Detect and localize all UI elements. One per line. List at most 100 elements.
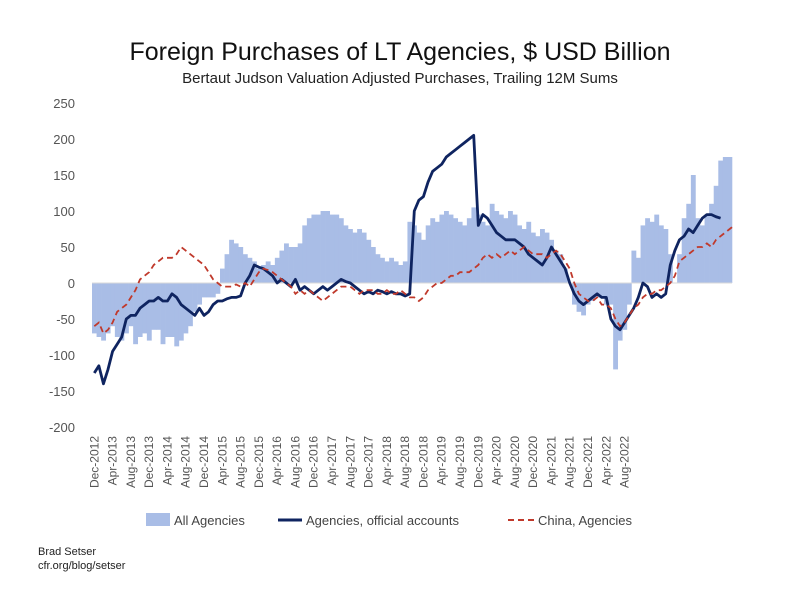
bar (590, 283, 596, 301)
x-tick-label: Aug-2020 (508, 436, 522, 488)
bar (146, 283, 152, 341)
y-tick-label: -50 (56, 312, 75, 327)
bar (448, 214, 454, 283)
bar (160, 283, 166, 345)
bar (508, 211, 513, 283)
bar (558, 254, 564, 283)
bar (220, 268, 225, 283)
x-tick-label: Aug-2022 (618, 436, 632, 488)
bar (252, 261, 257, 283)
x-tick-label: Dec-2016 (307, 436, 321, 488)
x-tick-label: Dec-2015 (252, 436, 266, 488)
bar (343, 225, 349, 283)
bar (156, 283, 161, 330)
bar (540, 229, 545, 283)
bar (462, 225, 468, 283)
legend-label-china-agencies: China, Agencies (538, 513, 632, 528)
bar (279, 250, 285, 283)
bar (626, 283, 632, 305)
bar (316, 214, 321, 283)
bar (439, 214, 445, 283)
bar (562, 268, 568, 283)
bar (169, 283, 175, 337)
bar (453, 218, 459, 283)
bar (512, 214, 518, 283)
bar (178, 283, 184, 341)
x-tick-label: Apr-2021 (544, 436, 558, 486)
y-tick-label: 150 (53, 168, 75, 183)
bar (466, 218, 472, 283)
bar (215, 283, 221, 294)
bar (124, 283, 129, 334)
bar (110, 283, 116, 327)
bar (485, 225, 491, 283)
bar (471, 207, 477, 283)
bar (375, 254, 381, 283)
bar (229, 239, 235, 283)
bar (101, 283, 107, 341)
bar (722, 157, 728, 283)
bar (704, 214, 710, 283)
x-tick-label: Apr-2017 (325, 436, 339, 486)
credit-url: cfr.org/blog/setser (38, 560, 126, 572)
x-tick-label: Apr-2013 (106, 436, 120, 486)
bar (645, 218, 651, 283)
x-tick-label: Aug-2016 (288, 436, 302, 488)
bar (658, 225, 664, 283)
bar (585, 283, 591, 305)
x-tick-label: Apr-2014 (160, 436, 174, 486)
bar (201, 283, 207, 298)
x-tick-label: Apr-2016 (270, 436, 284, 486)
bar (649, 221, 655, 283)
bar (535, 236, 541, 283)
bar (677, 254, 683, 283)
bar (370, 247, 376, 283)
bar (238, 247, 244, 283)
bar (727, 157, 733, 283)
chart-subtitle: Bertaut Judson Valuation Adjusted Purcha… (182, 70, 618, 87)
bar (412, 225, 417, 283)
bar (581, 283, 587, 316)
line-series-china-agencies (93, 224, 735, 335)
y-axis: 250 200 150 100 50 0 -50 -100 -150 -200 (49, 96, 75, 435)
x-tick-label: Apr-2018 (380, 436, 394, 486)
bar (681, 218, 687, 283)
bar (498, 214, 504, 283)
bar (96, 283, 102, 337)
bar (224, 254, 230, 283)
bar (402, 261, 408, 283)
bar (348, 229, 353, 283)
bar (174, 283, 180, 347)
bar (297, 243, 303, 283)
bar (380, 257, 385, 283)
bar (366, 239, 372, 283)
bar (384, 261, 390, 283)
bar (686, 203, 692, 283)
bar (690, 175, 696, 283)
bar (430, 218, 436, 283)
bar (256, 268, 262, 283)
bar (476, 214, 481, 283)
legend-label-official-accounts: Agencies, official accounts (306, 513, 459, 528)
x-tick-label: Aug-2017 (343, 436, 357, 488)
bar (631, 250, 637, 283)
bar (165, 283, 171, 337)
bar (434, 221, 440, 283)
bar (576, 283, 582, 312)
x-tick-label: Apr-2019 (435, 436, 449, 486)
bar (197, 283, 203, 305)
bar (352, 232, 358, 283)
bar (361, 232, 367, 283)
bar (718, 160, 724, 283)
bar (357, 229, 363, 283)
x-tick-label: Aug-2013 (124, 436, 138, 488)
bar (709, 203, 715, 283)
bar (247, 257, 253, 283)
line-series-official-accounts (93, 134, 721, 386)
bar (695, 218, 701, 283)
legend-swatch-all-agencies (146, 513, 170, 526)
bar (494, 211, 500, 283)
bar (416, 232, 422, 283)
x-tick-label: Dec-2013 (142, 436, 156, 488)
